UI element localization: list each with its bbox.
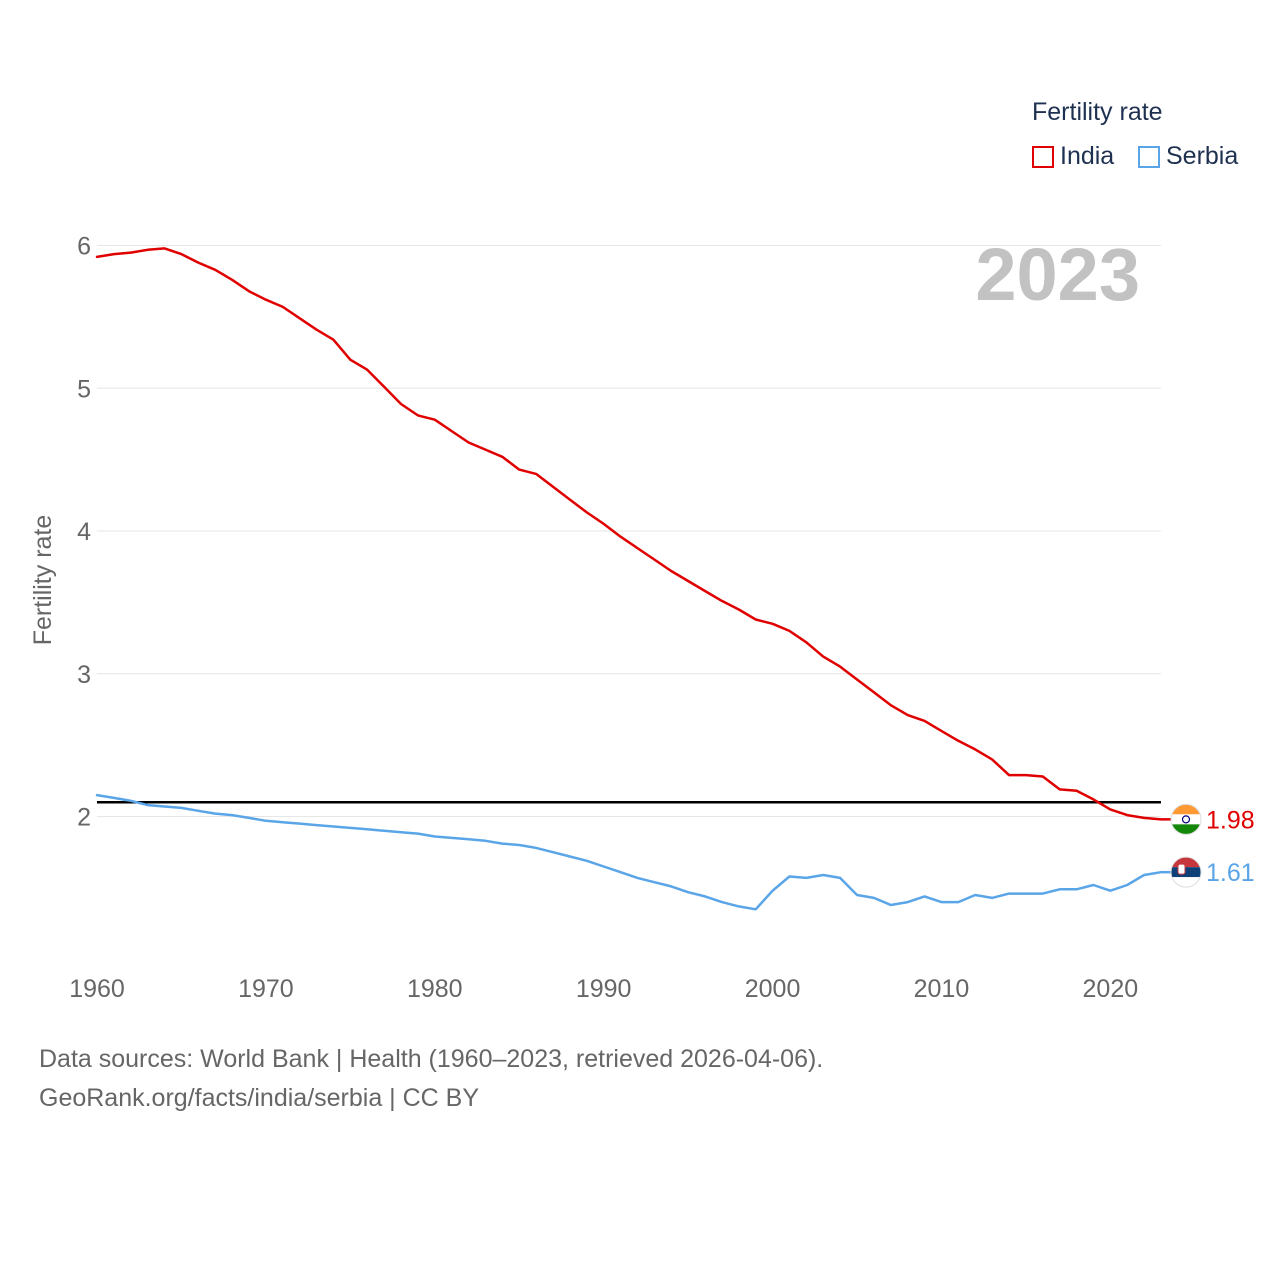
year-watermark: 2023 [975,233,1140,316]
source-link-text[interactable]: GeoRank.org/facts/india/serbia | CC BY [39,1084,480,1112]
y-tick-label: 3 [77,661,91,689]
series-line-india [95,247,1163,821]
legend-swatch-serbia [1138,145,1160,168]
end-value-label-serbia: 1.61 [1206,859,1255,887]
legend-item-serbia[interactable]: Serbia [1138,142,1238,171]
end-value-label-india: 1.98 [1206,806,1255,834]
y-tick-label: 6 [77,233,91,261]
legend-title: Fertility rate [1032,98,1163,126]
y-tick-label: 2 [77,804,91,832]
x-tick-label: 1960 [69,975,125,1003]
serbia-flag-icon [1170,856,1202,888]
data-source-text: Data sources: World Bank | Health (1960–… [39,1045,824,1073]
series-line-serbia [95,793,1163,911]
legend-label-india: India [1060,142,1115,170]
y-tick-label: 5 [77,375,91,403]
x-tick-label: 1980 [407,975,463,1003]
legend-item-india[interactable]: India [1032,142,1114,171]
x-tick-label: 2010 [914,975,970,1003]
legend-swatch-india [1032,145,1054,168]
y-axis-title: Fertility rate [29,515,57,646]
x-tick-label: 2020 [1083,975,1139,1003]
india-flag-icon [1170,803,1202,835]
legend-label-serbia: Serbia [1166,142,1239,170]
x-tick-label: 1990 [576,975,632,1003]
y-tick-label: 4 [77,518,91,546]
x-tick-label: 1970 [238,975,294,1003]
x-tick-label: 2000 [745,975,801,1003]
